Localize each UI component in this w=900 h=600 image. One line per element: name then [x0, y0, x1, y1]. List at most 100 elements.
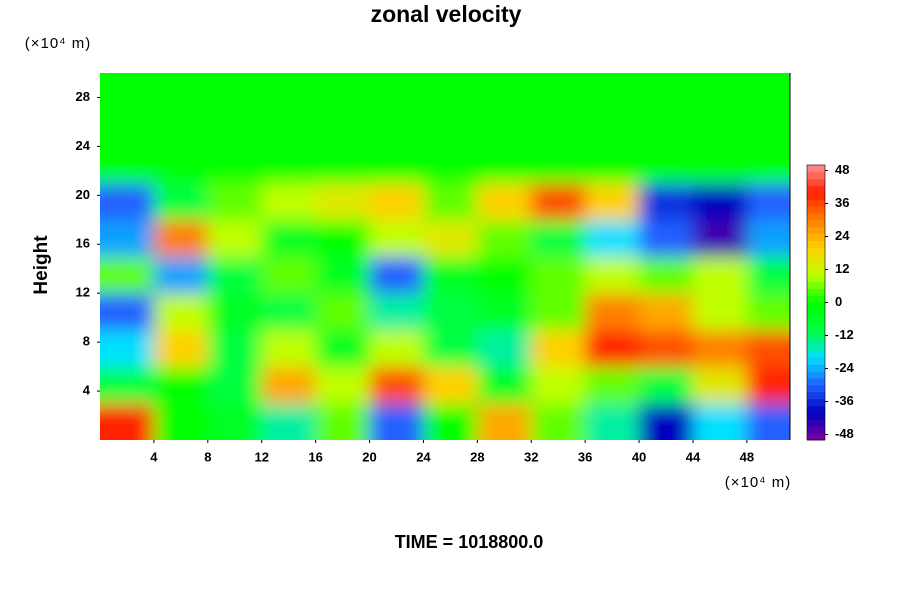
cell [153, 256, 209, 294]
colorbar-band [807, 261, 825, 269]
cell [423, 219, 478, 257]
colorbar-band [807, 405, 825, 413]
colorbar-band [807, 412, 825, 420]
cell [531, 146, 586, 184]
footer: TIME = 1018800.0 [395, 532, 544, 552]
cell [692, 183, 748, 221]
cell [692, 73, 748, 111]
cell [746, 109, 790, 147]
colorbar-band [807, 336, 825, 345]
cell [261, 329, 317, 368]
cell [261, 183, 317, 221]
cell [207, 256, 263, 294]
cell [100, 73, 155, 111]
cell [746, 366, 790, 404]
cell [692, 293, 748, 331]
cell [369, 329, 424, 368]
x-tick-label: 48 [740, 449, 754, 464]
cell [261, 366, 317, 404]
cell [100, 146, 155, 184]
x-tick-label: 12 [254, 449, 268, 464]
colorbar-band [807, 426, 825, 434]
cell [369, 219, 424, 257]
cell [315, 329, 371, 368]
chart-title: zonal velocity [371, 1, 522, 27]
cell [585, 403, 640, 440]
cell [639, 73, 694, 111]
colorbar-band [807, 385, 825, 393]
cell [153, 403, 209, 440]
cell [369, 109, 424, 147]
colorbar-band [807, 316, 825, 324]
cell [423, 256, 478, 294]
cell [531, 219, 586, 257]
cell [531, 73, 586, 111]
cell [315, 403, 371, 440]
cell [477, 256, 532, 294]
colorbar-band [807, 391, 825, 400]
cell [531, 329, 586, 368]
cell [153, 219, 209, 257]
cell [261, 403, 317, 440]
cell [746, 256, 790, 294]
y-tick-label: 28 [76, 89, 90, 104]
cell [585, 183, 640, 221]
colorbar-band [807, 343, 825, 352]
colorbar-tick-label: 24 [835, 228, 850, 243]
colorbar-band [807, 302, 825, 310]
cell [477, 183, 532, 221]
cell [315, 73, 371, 111]
cell [100, 329, 155, 368]
cell [100, 109, 155, 147]
colorbar-band [807, 309, 825, 317]
cell [477, 109, 532, 147]
colorbar-band [807, 165, 825, 173]
colorbar-band [807, 288, 825, 297]
cell [585, 366, 640, 404]
cell [531, 366, 586, 404]
cell [639, 366, 694, 404]
cell [746, 73, 790, 111]
y-tick-label: 4 [83, 383, 91, 398]
cell [423, 329, 478, 368]
colorbar-band [807, 171, 825, 180]
y-tick-label: 8 [83, 334, 90, 349]
colorbar-tick-label: -48 [835, 426, 854, 441]
cell [746, 403, 790, 440]
colorbar-band [807, 323, 825, 331]
colorbar-tick-label: 12 [835, 261, 849, 276]
cell [261, 219, 317, 257]
colorbar-band [807, 206, 825, 214]
field [100, 73, 790, 440]
cell [423, 146, 478, 184]
colorbar-tick-label: 0 [835, 294, 842, 309]
cell [153, 109, 209, 147]
cell [692, 256, 748, 294]
colorbar-band [807, 178, 825, 187]
cell [261, 293, 317, 331]
cell [315, 293, 371, 331]
cell [477, 366, 532, 404]
cell [100, 256, 155, 294]
colorbar-band [807, 364, 825, 372]
cell [207, 293, 263, 331]
x-tick-label: 40 [632, 449, 646, 464]
plot-area [100, 73, 790, 440]
colorbar-tick-label: -36 [835, 393, 854, 408]
x-tick-label: 24 [416, 449, 431, 464]
cell [207, 403, 263, 440]
colorbar-band [807, 433, 825, 441]
cell [477, 146, 532, 184]
colorbar-band [807, 357, 825, 365]
cell [531, 183, 586, 221]
cell [585, 109, 640, 147]
cell [153, 329, 209, 368]
cell [261, 256, 317, 294]
colorbar-band [807, 185, 825, 193]
cell [746, 146, 790, 184]
cell [639, 329, 694, 368]
cell [100, 183, 155, 221]
colorbar-tick-label: 48 [835, 162, 849, 177]
cell [692, 146, 748, 184]
